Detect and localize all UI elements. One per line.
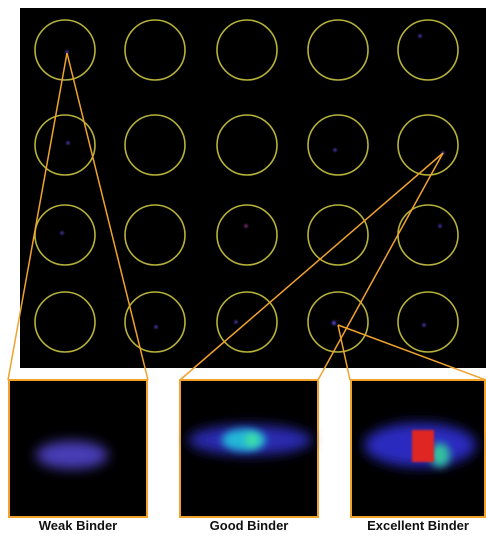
inset-weak — [8, 379, 148, 518]
panel-label: Good Binder — [210, 518, 289, 533]
spot-circles — [34, 19, 459, 353]
inset-excellent — [350, 379, 486, 518]
array-image — [20, 8, 486, 368]
panel-label: Excellent Binder — [367, 518, 469, 533]
connectors — [7, 52, 486, 381]
inset-good — [179, 379, 319, 518]
panel-label: Weak Binder — [39, 518, 118, 533]
